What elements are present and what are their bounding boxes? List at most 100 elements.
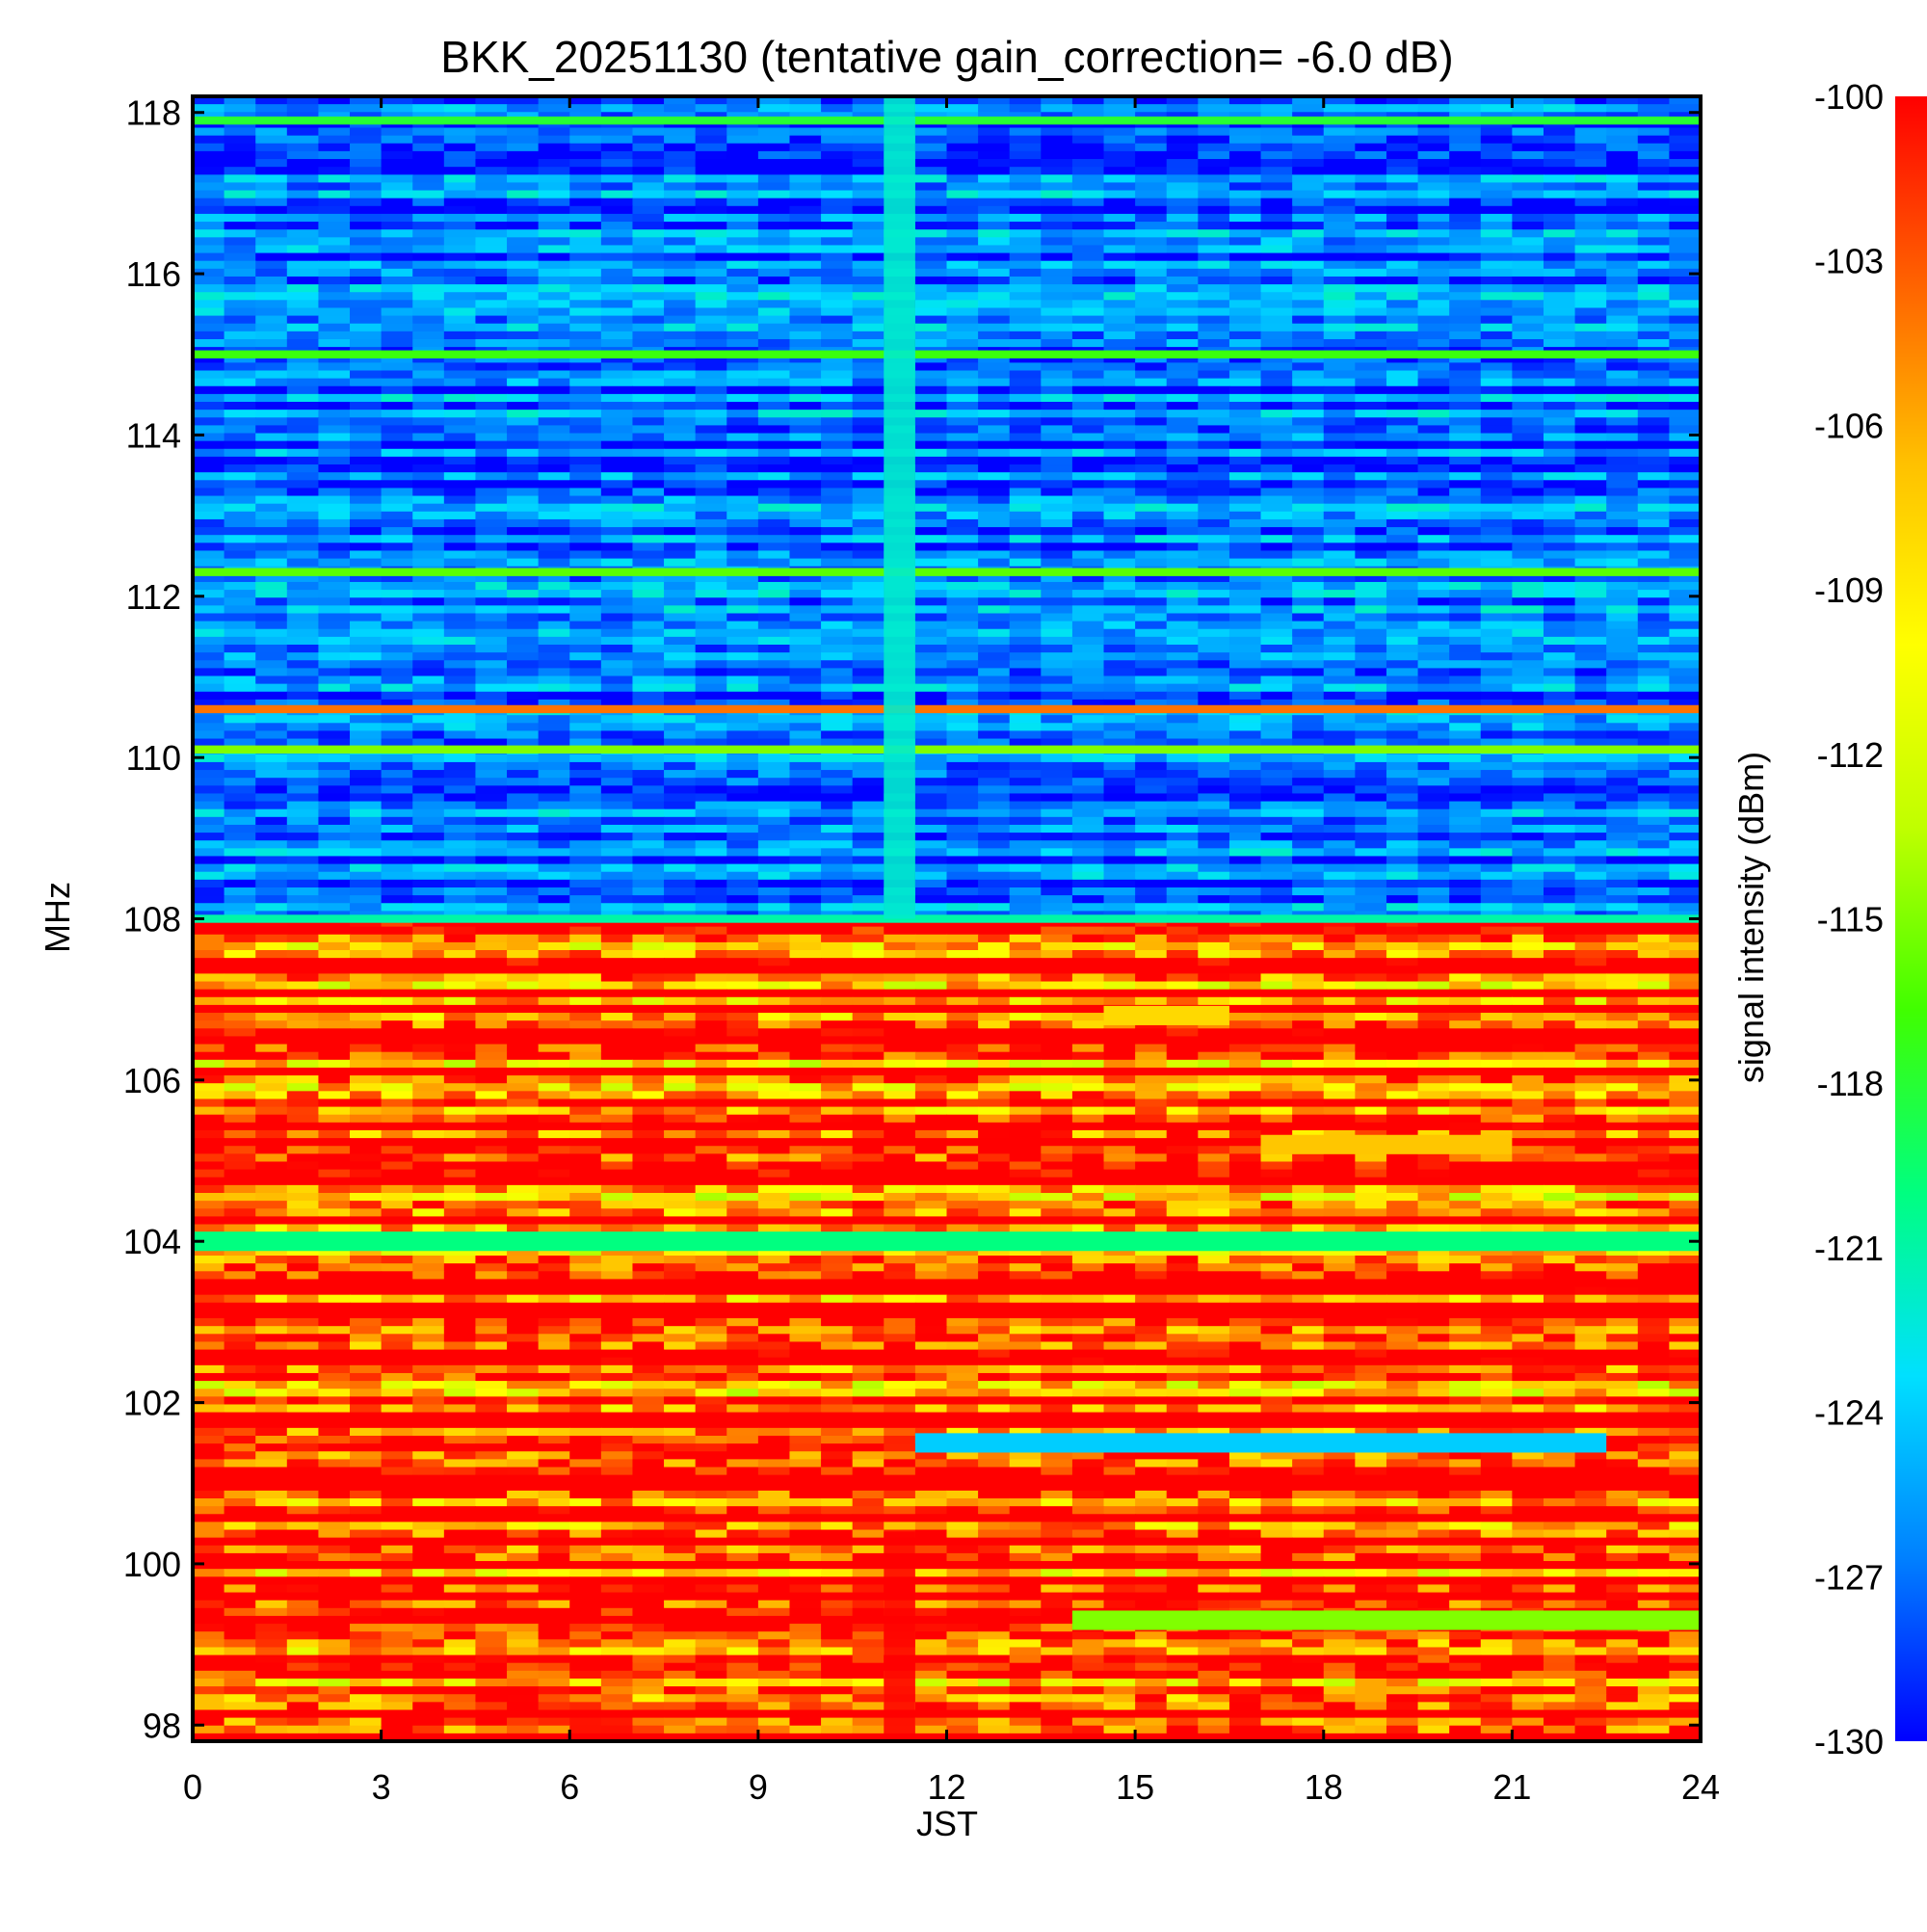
heatmap-cell xyxy=(726,872,758,881)
heatmap-cell xyxy=(821,762,853,771)
heatmap-cell xyxy=(853,237,884,246)
heatmap-cell xyxy=(475,793,507,802)
heatmap-cell xyxy=(475,394,507,403)
heatmap-cell xyxy=(1324,762,1356,771)
heatmap-cell xyxy=(947,417,979,426)
heatmap-cell xyxy=(507,590,539,598)
heatmap-cell xyxy=(255,331,287,340)
heatmap-cell xyxy=(1575,676,1607,685)
heatmap-cell xyxy=(1072,167,1104,175)
heatmap-cell xyxy=(1606,316,1638,325)
heatmap-cell xyxy=(1292,543,1324,551)
heatmap-cell xyxy=(1512,496,1544,505)
heatmap-cell xyxy=(915,206,947,215)
heatmap-cell xyxy=(193,504,224,513)
heatmap-cell xyxy=(1167,261,1199,270)
heatmap-cell xyxy=(1104,887,1136,896)
heatmap-cell xyxy=(444,144,476,152)
heatmap-cell xyxy=(664,316,696,325)
heatmap-cell xyxy=(1072,128,1104,137)
heatmap-cell xyxy=(978,464,1010,473)
heatmap-cell xyxy=(601,864,633,873)
heatmap-cell xyxy=(1512,645,1544,653)
heatmap-cell xyxy=(287,840,319,849)
heatmap-cell xyxy=(915,754,947,763)
heatmap-cell xyxy=(569,472,601,481)
heatmap-cell xyxy=(1104,245,1136,253)
heatmap-cell xyxy=(287,402,319,410)
heatmap-cell xyxy=(287,182,319,191)
heatmap-cell xyxy=(1606,472,1638,481)
heatmap-cell xyxy=(947,550,979,559)
heatmap-cell xyxy=(789,480,821,489)
heatmap-cell xyxy=(569,785,601,794)
heatmap-cell xyxy=(915,245,947,253)
heatmap-cell xyxy=(382,128,413,137)
heatmap-cell xyxy=(318,417,350,426)
heatmap-cell xyxy=(1575,277,1607,285)
heatmap-cell xyxy=(444,182,476,191)
heatmap-cell xyxy=(1261,550,1293,559)
heatmap-cell xyxy=(789,167,821,175)
heatmap-cell xyxy=(978,840,1010,849)
heatmap-cell xyxy=(1418,622,1450,630)
heatmap-cell xyxy=(1072,434,1104,442)
heatmap-cell xyxy=(444,856,476,864)
heatmap-cell xyxy=(193,371,224,380)
heatmap-cell xyxy=(1167,402,1199,410)
heatmap-cell xyxy=(853,825,884,834)
heatmap-cell xyxy=(1167,512,1199,520)
heatmap-cell xyxy=(696,269,727,278)
heatmap-cell xyxy=(1292,864,1324,873)
heatmap-cell xyxy=(1512,629,1544,638)
heatmap-cell xyxy=(350,715,382,724)
heatmap-cell xyxy=(1544,480,1575,489)
heatmap-cell xyxy=(287,880,319,888)
heatmap-cell xyxy=(569,394,601,403)
heatmap-cell xyxy=(1167,198,1199,207)
heatmap-cell xyxy=(1606,715,1638,724)
heatmap-cell xyxy=(853,488,884,496)
heatmap-cell xyxy=(947,128,979,137)
heatmap-cell xyxy=(1355,848,1386,857)
heatmap-cell xyxy=(1135,519,1167,528)
heatmap-cell xyxy=(1010,198,1042,207)
heatmap-cell xyxy=(382,597,413,606)
heatmap-cell xyxy=(507,261,539,270)
heatmap-cell xyxy=(1575,174,1607,183)
heatmap-cell xyxy=(853,629,884,638)
heatmap-cell xyxy=(444,833,476,841)
heatmap-cell xyxy=(1104,622,1136,630)
heatmap-cell xyxy=(1544,652,1575,661)
heatmap-cell xyxy=(1386,605,1418,614)
heatmap-cell xyxy=(1041,434,1072,442)
heatmap-cell xyxy=(1544,597,1575,606)
heatmap-cell xyxy=(978,527,1010,536)
heatmap-cell xyxy=(1198,903,1229,912)
heatmap-cell xyxy=(412,237,444,246)
heatmap-cell xyxy=(853,182,884,191)
heatmap-cell xyxy=(664,833,696,841)
heatmap-cell xyxy=(507,809,539,818)
heatmap-cell xyxy=(224,362,256,371)
heatmap-cell xyxy=(1544,191,1575,199)
heatmap-cell xyxy=(1229,417,1261,426)
heatmap-cell xyxy=(1167,856,1199,864)
heatmap-cell xyxy=(1606,269,1638,278)
heatmap-cell xyxy=(1167,316,1199,325)
heatmap-cell xyxy=(539,543,570,551)
heatmap-cell xyxy=(382,402,413,410)
heatmap-cell xyxy=(947,198,979,207)
heatmap-cell xyxy=(632,269,664,278)
heatmap-cell xyxy=(539,324,570,332)
heatmap-cell xyxy=(507,472,539,481)
heatmap-cell xyxy=(475,292,507,301)
heatmap-cell xyxy=(1135,512,1167,520)
heatmap-cell xyxy=(1386,410,1418,418)
heatmap-cell xyxy=(853,206,884,215)
heatmap-cell xyxy=(1575,543,1607,551)
heatmap-cell xyxy=(758,856,790,864)
heatmap-cell xyxy=(789,269,821,278)
heatmap-cell xyxy=(1418,339,1450,348)
heatmap-cell xyxy=(350,261,382,270)
